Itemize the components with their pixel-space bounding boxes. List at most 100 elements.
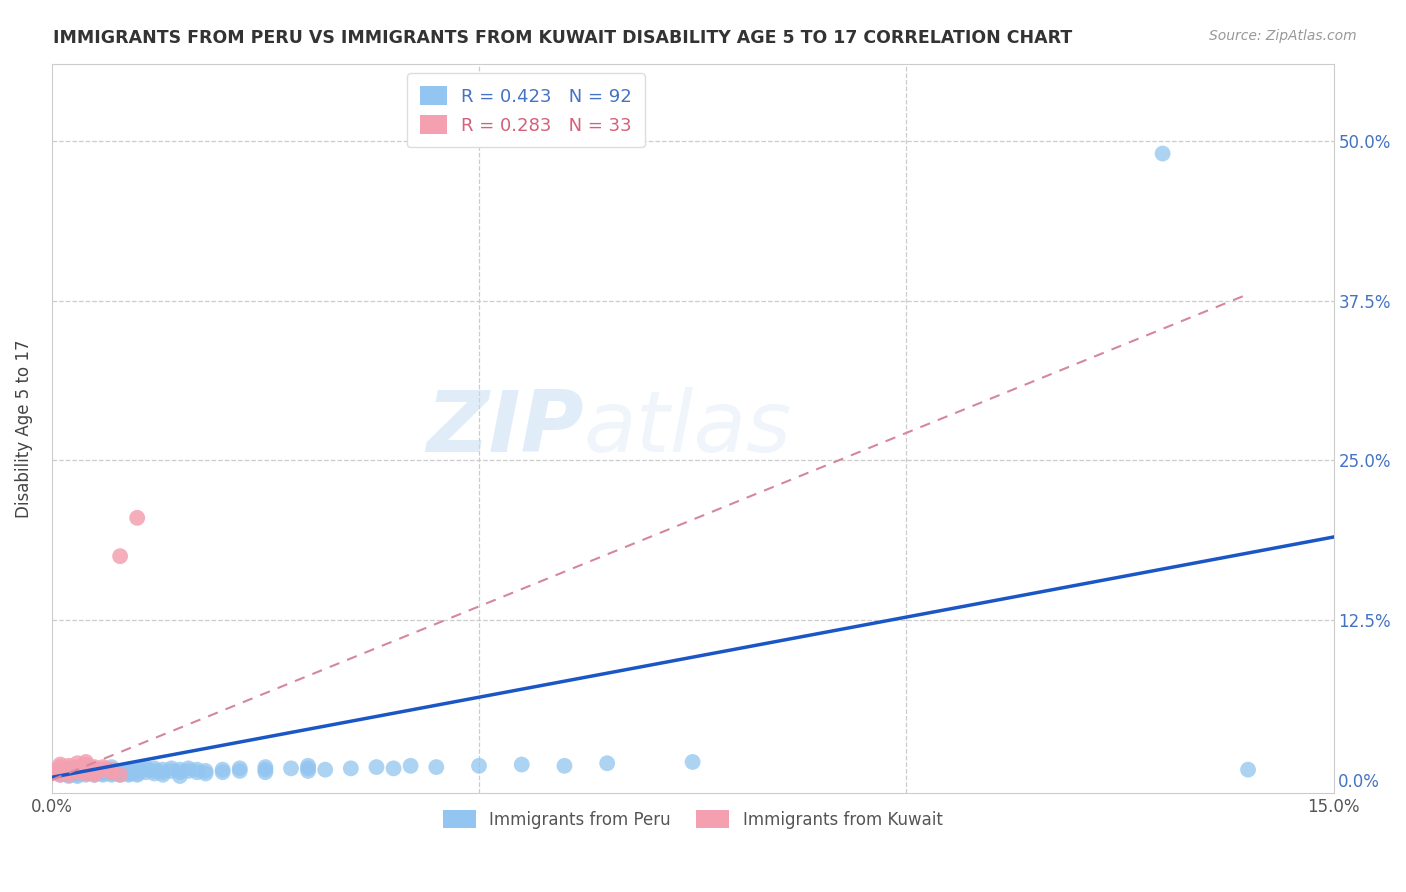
Point — [91, 764, 114, 778]
Point — [100, 763, 122, 777]
Point — [340, 761, 363, 775]
Point — [229, 761, 252, 775]
Point — [41, 764, 63, 778]
Point — [510, 757, 533, 772]
Point — [49, 768, 72, 782]
Point — [211, 765, 233, 780]
Point — [75, 760, 97, 774]
Point — [143, 766, 166, 780]
Text: Source: ZipAtlas.com: Source: ZipAtlas.com — [1209, 29, 1357, 44]
Point — [100, 766, 122, 780]
Point — [229, 764, 252, 778]
Point — [127, 761, 149, 775]
Point — [100, 760, 122, 774]
Point — [58, 763, 80, 777]
Point — [682, 755, 704, 769]
Point — [143, 764, 166, 778]
Point — [58, 768, 80, 782]
Point — [75, 766, 97, 780]
Point — [135, 763, 157, 777]
Point — [49, 766, 72, 780]
Point — [58, 765, 80, 780]
Point — [75, 766, 97, 780]
Point — [91, 763, 114, 777]
Point — [91, 766, 114, 780]
Point — [49, 764, 72, 778]
Point — [66, 768, 89, 782]
Point — [58, 766, 80, 780]
Point — [75, 764, 97, 778]
Text: IMMIGRANTS FROM PERU VS IMMIGRANTS FROM KUWAIT DISABILITY AGE 5 TO 17 CORRELATIO: IMMIGRANTS FROM PERU VS IMMIGRANTS FROM … — [53, 29, 1073, 47]
Point — [83, 768, 105, 782]
Point — [118, 768, 141, 782]
Point — [49, 766, 72, 780]
Point — [194, 766, 217, 780]
Point — [108, 765, 131, 780]
Point — [118, 765, 141, 780]
Point — [468, 759, 491, 773]
Point — [211, 763, 233, 777]
Point — [66, 765, 89, 780]
Point — [91, 768, 114, 782]
Point — [66, 763, 89, 777]
Point — [58, 761, 80, 775]
Point — [83, 763, 105, 777]
Point — [108, 549, 131, 564]
Point — [66, 764, 89, 778]
Text: ZIP: ZIP — [426, 387, 583, 470]
Point — [297, 764, 319, 778]
Legend: Immigrants from Peru, Immigrants from Kuwait: Immigrants from Peru, Immigrants from Ku… — [436, 804, 949, 835]
Point — [254, 760, 277, 774]
Point — [118, 764, 141, 778]
Point — [169, 769, 191, 783]
Point — [66, 766, 89, 780]
Point — [254, 765, 277, 780]
Point — [49, 757, 72, 772]
Point — [91, 765, 114, 780]
Point — [152, 768, 174, 782]
Point — [399, 759, 422, 773]
Point — [1237, 763, 1260, 777]
Point — [58, 764, 80, 778]
Point — [160, 761, 183, 775]
Point — [75, 763, 97, 777]
Point — [152, 763, 174, 777]
Point — [366, 760, 388, 774]
Point — [127, 766, 149, 780]
Point — [83, 764, 105, 778]
Point — [49, 768, 72, 782]
Point — [135, 765, 157, 780]
Point — [382, 761, 405, 775]
Point — [186, 763, 208, 777]
Point — [58, 765, 80, 780]
Point — [75, 768, 97, 782]
Point — [83, 765, 105, 780]
Point — [75, 765, 97, 780]
Point — [177, 764, 200, 778]
Point — [254, 763, 277, 777]
Point — [75, 755, 97, 769]
Point — [100, 768, 122, 782]
Point — [66, 769, 89, 783]
Point — [553, 759, 575, 773]
Point — [186, 765, 208, 780]
Point — [49, 760, 72, 774]
Point — [127, 764, 149, 778]
Point — [135, 760, 157, 774]
Point — [297, 759, 319, 773]
Point — [152, 765, 174, 780]
Point — [58, 768, 80, 782]
Point — [49, 765, 72, 780]
Point — [425, 760, 447, 774]
Point — [1152, 146, 1174, 161]
Point — [194, 764, 217, 778]
Point — [58, 766, 80, 780]
Point — [66, 760, 89, 774]
Point — [108, 768, 131, 782]
Point — [314, 763, 336, 777]
Point — [83, 766, 105, 780]
Point — [66, 756, 89, 771]
Point — [169, 763, 191, 777]
Point — [108, 766, 131, 780]
Point — [118, 763, 141, 777]
